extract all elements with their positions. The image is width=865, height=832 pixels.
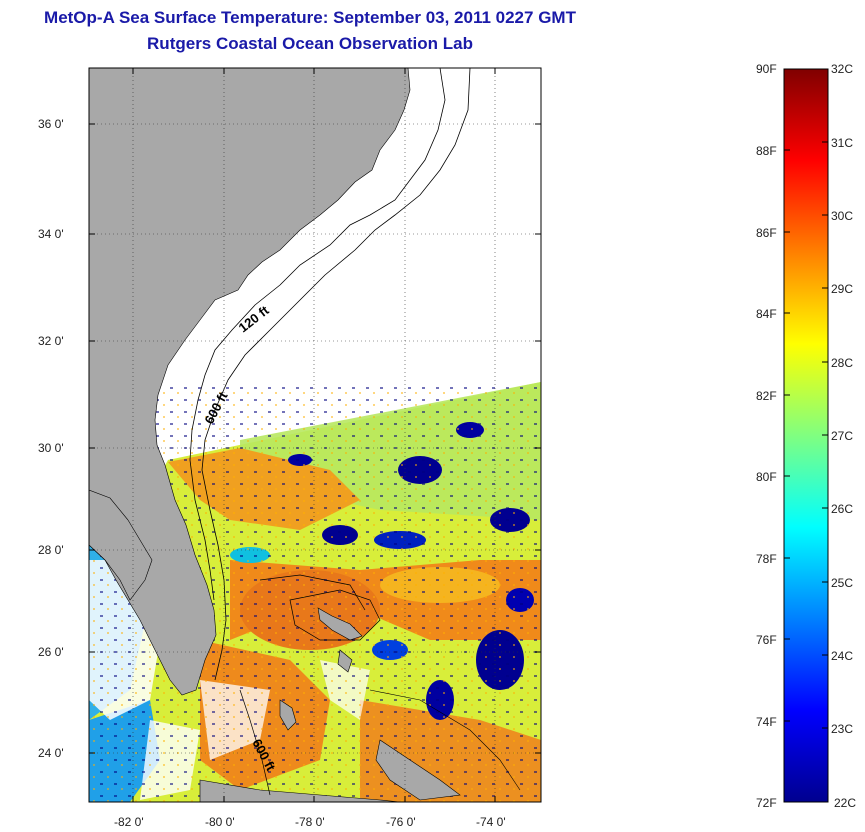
lon-label-78: -78 0' (295, 815, 325, 829)
lat-label-32: 32 0' (38, 334, 64, 348)
cb-c-31: 31C (831, 136, 854, 150)
lat-label-36: 36 0' (38, 117, 64, 131)
cb-f-82: 82F (756, 389, 777, 403)
cb-c-22: 22C (834, 796, 857, 810)
cb-c-30: 30C (831, 209, 854, 223)
lat-label-28: 28 0' (38, 543, 64, 557)
cb-f-90: 90F (756, 62, 777, 76)
lon-label-82: -82 0' (114, 815, 144, 829)
map-title: MetOp-A Sea Surface Temperature: Septemb… (44, 8, 576, 27)
colorbar-ticks (784, 141, 828, 729)
cb-f-84: 84F (756, 307, 777, 321)
cb-f-72: 72F (756, 796, 777, 810)
lon-label-74: -74 0' (476, 815, 506, 829)
cb-f-76: 76F (756, 633, 777, 647)
map-subtitle: Rutgers Coastal Ocean Observation Lab (147, 34, 473, 53)
cb-c-25: 25C (831, 576, 854, 590)
cb-f-88: 88F (756, 144, 777, 158)
cb-c-24: 24C (831, 649, 854, 663)
cb-f-78: 78F (756, 552, 777, 566)
cb-f-74: 74F (756, 715, 777, 729)
land-us-east-coast (89, 68, 411, 696)
cb-c-26: 26C (831, 502, 854, 516)
cb-c-27: 27C (831, 429, 854, 443)
lon-label-76: -76 0' (386, 815, 416, 829)
map-frame (88, 67, 542, 803)
lat-label-26: 26 0' (38, 645, 64, 659)
lat-label-34: 34 0' (38, 227, 64, 241)
sst-imagery (89, 68, 541, 802)
land-bahamas (317, 607, 363, 641)
cb-c-28: 28C (831, 356, 854, 370)
land-cuba (199, 779, 401, 802)
lon-label-80: -80 0' (205, 815, 235, 829)
cb-c-29: 29C (831, 282, 854, 296)
cb-c-23: 23C (831, 722, 854, 736)
lat-label-30: 30 0' (38, 441, 64, 455)
cb-c-32: 32C (831, 62, 854, 76)
cb-f-86: 86F (756, 226, 777, 240)
map-grid (89, 68, 541, 802)
colorbar (783, 68, 829, 803)
cb-f-80: 80F (756, 470, 777, 484)
map-ticks (89, 68, 541, 802)
lat-label-24: 24 0' (38, 746, 64, 760)
